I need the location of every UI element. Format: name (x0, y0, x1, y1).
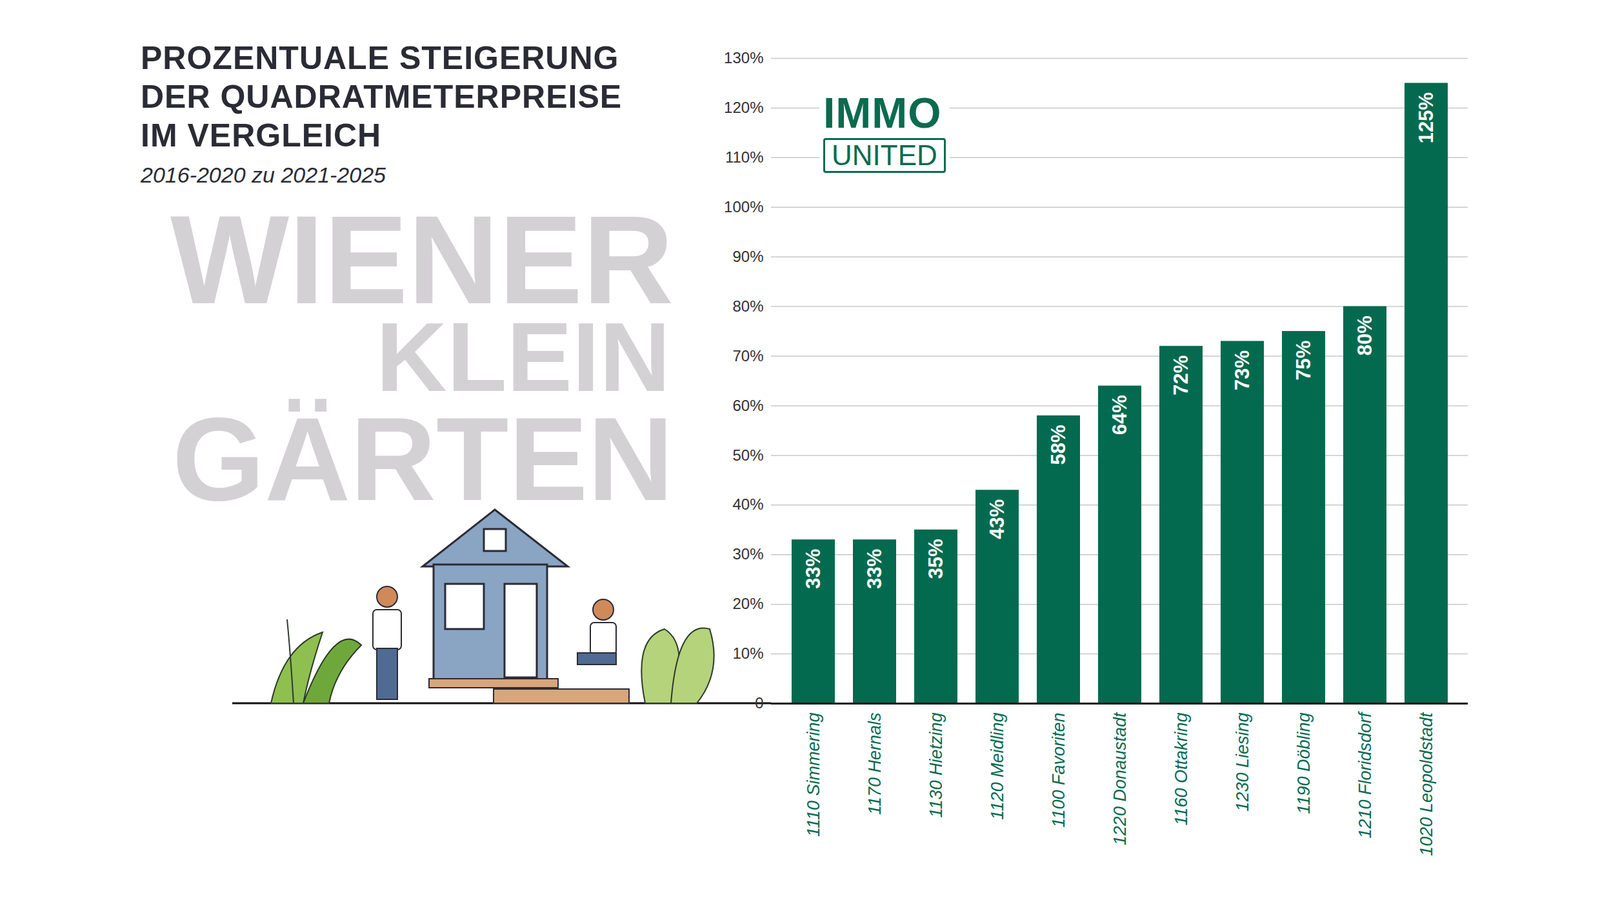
svg-text:40%: 40% (732, 495, 764, 513)
svg-text:75%: 75% (1292, 340, 1315, 381)
html-text:UNITED: UNITED (831, 139, 938, 171)
svg-text:33%: 33% (863, 549, 886, 590)
svg-text:120%: 120% (723, 98, 764, 117)
svg-text:58%: 58% (1047, 424, 1070, 465)
svg-text:43%: 43% (985, 499, 1009, 540)
svg-text:100%: 100% (723, 198, 764, 216)
html-text:2016-2020 zu 2021-2025: 2016-2020 zu 2021-2025 (140, 162, 386, 188)
svg-text:80%: 80% (732, 297, 764, 315)
svg-text:1120 Meidling: 1120 Meidling (987, 712, 1008, 820)
svg-text:72%: 72% (1169, 355, 1193, 396)
svg-text:73%: 73% (1230, 350, 1254, 391)
svg-text:1110 Simmering: 1110 Simmering (803, 712, 824, 838)
svg-text:64%: 64% (1108, 394, 1131, 435)
svg-text:1210 Floridsdorf: 1210 Floridsdorf (1355, 710, 1375, 839)
svg-text:1130 Hietzing: 1130 Hietzing (926, 712, 946, 819)
svg-text:1160 Ottakring: 1160 Ottakring (1171, 712, 1191, 826)
html-text:GÄRTEN: GÄRTEN (172, 392, 674, 526)
svg-text:125%: 125% (1414, 92, 1438, 144)
svg-text:1020 Leopoldstadt: 1020 Leopoldstadt (1416, 711, 1437, 857)
svg-text:110%: 110% (725, 148, 764, 166)
svg-text:35%: 35% (924, 538, 948, 579)
svg-text:1220 Donaustadt: 1220 Donaustadt (1110, 711, 1130, 846)
html-text:PROZENTUALE STEIGERUNG DER QUA: PROZENTUALE STEIGERUNG DER QUADRATMETERP… (140, 40, 622, 154)
svg-text:33%: 33% (801, 549, 825, 590)
html-text:WIENER: WIENER (170, 189, 674, 330)
html-text:IMMO: IMMO (823, 89, 942, 137)
svg-text:130%: 130% (723, 49, 764, 67)
svg-text:1190 Döbling: 1190 Döbling (1294, 712, 1314, 815)
svg-text:60%: 60% (732, 396, 764, 415)
svg-text:0: 0 (754, 694, 764, 712)
html-text:KLEIN: KLEIN (376, 301, 671, 412)
svg-text:30%: 30% (732, 545, 764, 563)
svg-text:1170 Hernals: 1170 Hernals (865, 712, 885, 816)
svg-text:80%: 80% (1353, 315, 1377, 356)
svg-text:1230 Liesing: 1230 Liesing (1232, 712, 1253, 812)
svg-text:50%: 50% (732, 446, 764, 464)
svg-text:10%: 10% (732, 644, 764, 662)
svg-text:1100 Favoriten: 1100 Favoriten (1049, 712, 1069, 828)
svg-text:70%: 70% (732, 347, 764, 365)
svg-text:20%: 20% (732, 594, 764, 613)
svg-text:90%: 90% (732, 247, 764, 266)
